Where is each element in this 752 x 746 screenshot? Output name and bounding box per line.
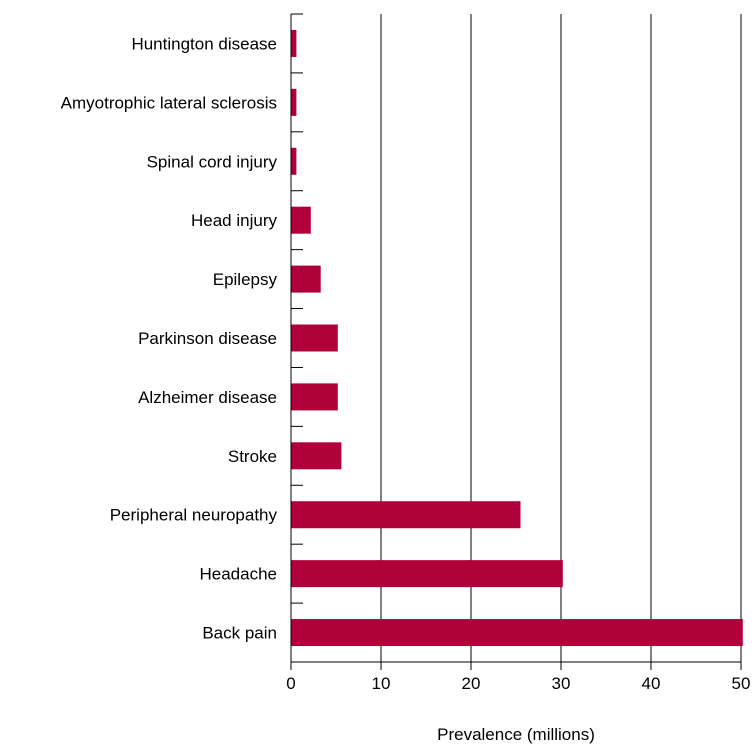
x-tick-label: 40 — [642, 674, 661, 693]
bar-back-pain — [291, 619, 743, 647]
bar-spinal-cord-injury — [291, 147, 297, 175]
category-label: Back pain — [202, 624, 277, 643]
category-label: Amyotrophic lateral sclerosis — [61, 93, 277, 112]
category-label: Huntington disease — [131, 34, 277, 53]
axes — [290, 13, 742, 670]
category-labels: Huntington disease Amyotrophic lateral sc… — [61, 34, 278, 642]
category-label: Headache — [199, 565, 277, 584]
bar-huntington-disease — [291, 29, 297, 57]
category-label: Stroke — [228, 447, 277, 466]
x-tick-label: 10 — [372, 674, 391, 693]
category-label: Epilepsy — [213, 270, 278, 289]
category-label: Peripheral neuropathy — [110, 506, 278, 525]
bar-peripheral-neuropathy — [291, 501, 521, 529]
bar-head-injury — [291, 206, 311, 234]
category-label: Spinal cord injury — [147, 152, 278, 171]
bar-alzheimer-disease — [291, 383, 338, 411]
bars — [291, 29, 743, 647]
bar-amyotrophic-lateral-sclerosis — [291, 88, 297, 116]
x-tick-label: 20 — [462, 674, 481, 693]
bar-epilepsy — [291, 265, 321, 293]
x-axis-label: Prevalence (millions) — [437, 725, 595, 744]
x-tick-label: 50 — [732, 674, 751, 693]
bar-stroke — [291, 442, 342, 470]
bar-headache — [291, 560, 563, 588]
category-label: Alzheimer disease — [138, 388, 277, 407]
x-tick-label: 30 — [552, 674, 571, 693]
bar-parkinson-disease — [291, 324, 338, 352]
category-label: Parkinson disease — [138, 329, 277, 348]
x-tick-label: 0 — [286, 674, 295, 693]
x-tick-labels: 0 10 20 30 40 50 — [286, 674, 750, 693]
category-label: Head injury — [191, 211, 277, 230]
gridlines — [380, 14, 742, 662]
